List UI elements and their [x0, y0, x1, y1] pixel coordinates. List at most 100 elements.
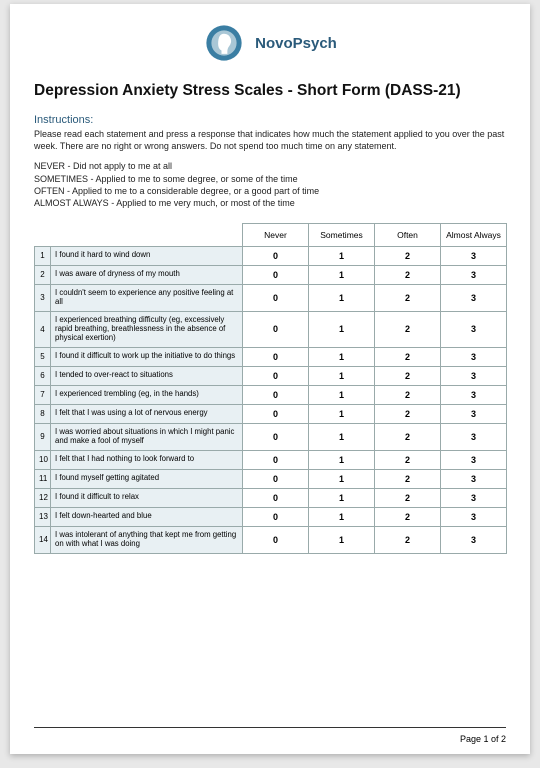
response-option[interactable]: 1 — [309, 404, 375, 423]
table-row: 11I found myself getting agitated0123 — [35, 469, 507, 488]
response-option[interactable]: 2 — [375, 347, 441, 366]
row-number: 1 — [35, 246, 51, 265]
response-option[interactable]: 1 — [309, 450, 375, 469]
response-option[interactable]: 3 — [441, 526, 507, 553]
response-option[interactable]: 3 — [441, 423, 507, 450]
response-option[interactable]: 2 — [375, 488, 441, 507]
statement-cell: I found it difficult to work up the init… — [51, 347, 243, 366]
response-option[interactable]: 0 — [243, 385, 309, 404]
response-option[interactable]: 2 — [375, 450, 441, 469]
response-option[interactable]: 2 — [375, 366, 441, 385]
response-option[interactable]: 1 — [309, 347, 375, 366]
row-number: 5 — [35, 347, 51, 366]
statement-cell: I felt that I was using a lot of nervous… — [51, 404, 243, 423]
response-option[interactable]: 3 — [441, 265, 507, 284]
col-header-almost-always: Almost Always — [441, 223, 507, 246]
response-option[interactable]: 0 — [243, 246, 309, 265]
response-option[interactable]: 3 — [441, 404, 507, 423]
response-option[interactable]: 3 — [441, 347, 507, 366]
response-option[interactable]: 3 — [441, 246, 507, 265]
table-row: 4I experienced breathing difficulty (eg,… — [35, 311, 507, 347]
response-option[interactable]: 0 — [243, 469, 309, 488]
response-option[interactable]: 2 — [375, 284, 441, 311]
response-option[interactable]: 2 — [375, 265, 441, 284]
row-number: 7 — [35, 385, 51, 404]
row-number: 13 — [35, 507, 51, 526]
response-option[interactable]: 2 — [375, 507, 441, 526]
row-number: 9 — [35, 423, 51, 450]
row-number: 12 — [35, 488, 51, 507]
row-number: 10 — [35, 450, 51, 469]
response-option[interactable]: 0 — [243, 265, 309, 284]
response-option[interactable]: 0 — [243, 526, 309, 553]
response-option[interactable]: 1 — [309, 423, 375, 450]
col-header-sometimes: Sometimes — [309, 223, 375, 246]
scale-key-line: NEVER - Did not apply to me at all — [34, 160, 506, 172]
brand-name: NovoPsych — [255, 35, 337, 52]
response-option[interactable]: 3 — [441, 507, 507, 526]
response-option[interactable]: 2 — [375, 385, 441, 404]
page-title: Depression Anxiety Stress Scales - Short… — [34, 82, 506, 100]
response-option[interactable]: 1 — [309, 385, 375, 404]
scale-key-line: ALMOST ALWAYS - Applied to me very much,… — [34, 197, 506, 209]
response-option[interactable]: 3 — [441, 284, 507, 311]
response-option[interactable]: 3 — [441, 385, 507, 404]
response-option[interactable]: 2 — [375, 311, 441, 347]
row-number: 8 — [35, 404, 51, 423]
response-option[interactable]: 0 — [243, 450, 309, 469]
response-option[interactable]: 1 — [309, 507, 375, 526]
brand-logo-icon — [203, 22, 245, 64]
table-row: 7I experienced trembling (eg, in the han… — [35, 385, 507, 404]
response-option[interactable]: 2 — [375, 469, 441, 488]
response-option[interactable]: 0 — [243, 423, 309, 450]
response-option[interactable]: 1 — [309, 526, 375, 553]
response-option[interactable]: 3 — [441, 366, 507, 385]
response-option[interactable]: 3 — [441, 469, 507, 488]
table-row: 9I was worried about situations in which… — [35, 423, 507, 450]
response-option[interactable]: 1 — [309, 284, 375, 311]
page-number: Page 1 of 2 — [460, 734, 506, 744]
questionnaire-table: Never Sometimes Often Almost Always 1I f… — [34, 223, 507, 554]
response-option[interactable]: 0 — [243, 347, 309, 366]
response-option[interactable]: 0 — [243, 311, 309, 347]
statement-cell: I was intolerant of anything that kept m… — [51, 526, 243, 553]
response-option[interactable]: 2 — [375, 423, 441, 450]
row-number: 3 — [35, 284, 51, 311]
statement-cell: I felt that I had nothing to look forwar… — [51, 450, 243, 469]
response-option[interactable]: 1 — [309, 246, 375, 265]
statement-cell: I found it hard to wind down — [51, 246, 243, 265]
response-option[interactable]: 0 — [243, 366, 309, 385]
row-number: 14 — [35, 526, 51, 553]
statement-cell: I tended to over-react to situations — [51, 366, 243, 385]
response-option[interactable]: 3 — [441, 488, 507, 507]
response-option[interactable]: 2 — [375, 526, 441, 553]
statement-cell: I found it difficult to relax — [51, 488, 243, 507]
statement-cell: I was aware of dryness of my mouth — [51, 265, 243, 284]
table-row: 1I found it hard to wind down0123 — [35, 246, 507, 265]
row-number: 2 — [35, 265, 51, 284]
response-option[interactable]: 0 — [243, 404, 309, 423]
response-option[interactable]: 2 — [375, 246, 441, 265]
instructions-heading: Instructions: — [34, 114, 506, 126]
response-option[interactable]: 0 — [243, 507, 309, 526]
response-option[interactable]: 1 — [309, 488, 375, 507]
table-row: 12I found it difficult to relax0123 — [35, 488, 507, 507]
row-number: 4 — [35, 311, 51, 347]
response-option[interactable]: 2 — [375, 404, 441, 423]
response-option[interactable]: 0 — [243, 284, 309, 311]
response-option[interactable]: 1 — [309, 366, 375, 385]
response-option[interactable]: 3 — [441, 311, 507, 347]
footer-divider — [34, 727, 506, 728]
response-option[interactable]: 3 — [441, 450, 507, 469]
scale-key-line: OFTEN - Applied to me to a considerable … — [34, 185, 506, 197]
scale-key-line: SOMETIMES - Applied to me to some degree… — [34, 173, 506, 185]
response-option[interactable]: 1 — [309, 311, 375, 347]
table-row: 2I was aware of dryness of my mouth0123 — [35, 265, 507, 284]
response-option[interactable]: 1 — [309, 469, 375, 488]
row-number: 11 — [35, 469, 51, 488]
page: NovoPsych Depression Anxiety Stress Scal… — [10, 4, 530, 754]
header-logo-row: NovoPsych — [34, 22, 506, 64]
row-number: 6 — [35, 366, 51, 385]
response-option[interactable]: 0 — [243, 488, 309, 507]
response-option[interactable]: 1 — [309, 265, 375, 284]
